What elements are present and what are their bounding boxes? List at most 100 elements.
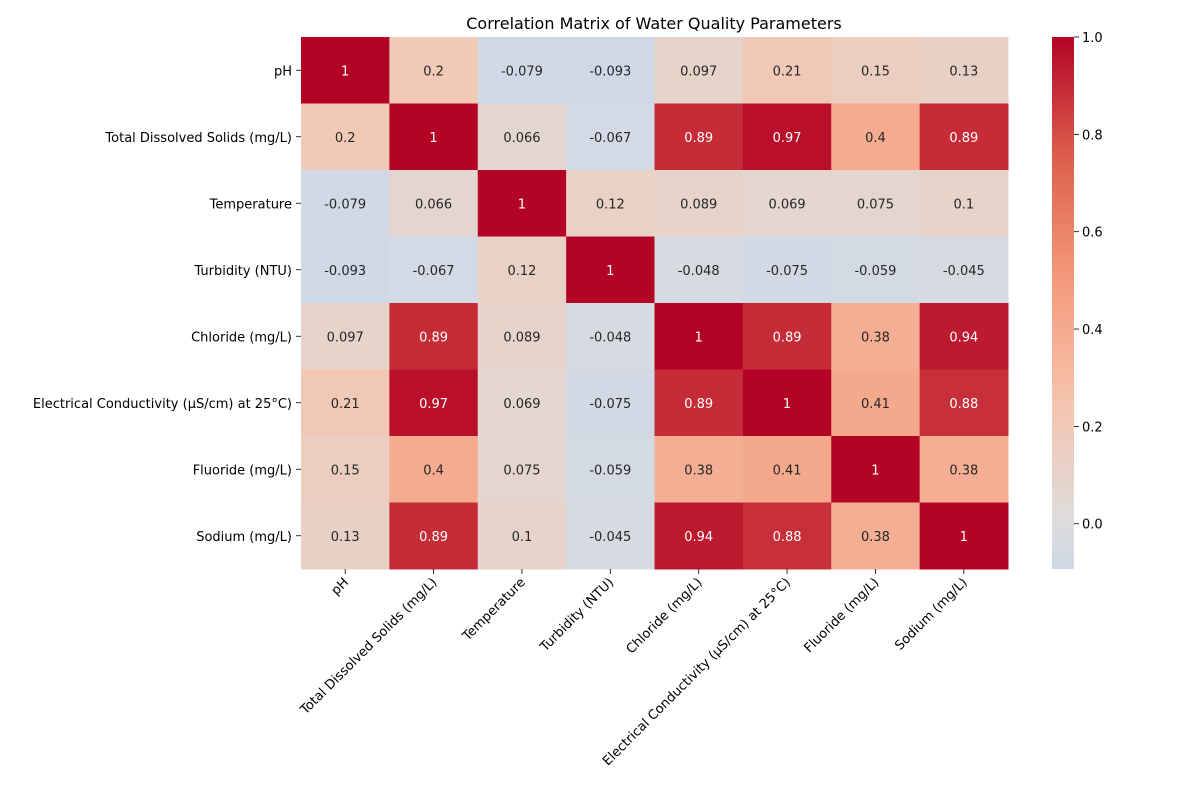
colorbar-tick-label: 0.0: [1082, 518, 1103, 533]
colorbar-tick-label: 0.4: [1082, 323, 1103, 338]
heatmap-cell: [654, 103, 744, 171]
heatmap-cell: [831, 103, 921, 171]
cell-value-label: 0.89: [684, 131, 713, 146]
heatmap-cell: [389, 436, 479, 503]
colorbar-tick-label: 1.0: [1082, 31, 1103, 46]
cell-value-label: 0.075: [857, 197, 894, 212]
cell-value-label: 0.13: [949, 64, 978, 79]
x-tick-label: pH: [329, 575, 352, 598]
cell-value-label: 1: [429, 131, 437, 146]
cell-value-label: 0.097: [680, 64, 717, 79]
cell-value-label: 0.089: [503, 330, 540, 345]
y-tick-label: Temperature: [209, 197, 292, 212]
heatmap-cell: [742, 303, 832, 370]
cell-value-label: 0.89: [773, 330, 802, 345]
heatmap-cell: [389, 236, 479, 304]
cell-value-label: 1: [518, 197, 526, 212]
colorbar: [1052, 37, 1074, 569]
cell-value-label: -0.093: [324, 264, 366, 279]
cell-value-label: -0.045: [943, 264, 985, 279]
cell-value-label: 0.066: [415, 197, 452, 212]
heatmap-cell: [654, 170, 744, 237]
cell-value-label: 0.21: [773, 64, 802, 79]
y-tick-label: Electrical Conductivity (µS/cm) at 25°C): [33, 397, 292, 412]
chart-title: Correlation Matrix of Water Quality Para…: [466, 14, 842, 33]
cell-value-label: 0.88: [773, 530, 802, 545]
x-tick-label: Electrical Conductivity (µS/cm) at 25°C): [600, 575, 794, 769]
cell-value-label: 0.38: [949, 463, 978, 478]
heatmap-cell: [301, 436, 390, 503]
heatmap-cell: [301, 369, 390, 437]
heatmap-cell: [654, 236, 744, 304]
heatmap-cell: [301, 236, 390, 304]
cell-value-label: 0.94: [949, 330, 978, 345]
heatmap-cell: [477, 303, 567, 370]
cell-value-label: -0.079: [324, 197, 366, 212]
y-axis-labels: pH Total Dissolved Solids (mg/L) Temperatu…: [33, 64, 301, 545]
x-tick-label: Turbidity (NTU): [537, 575, 617, 655]
y-tick-label: Turbidity (NTU): [193, 264, 292, 279]
heatmap-cell: [566, 436, 655, 503]
cell-value-label: 0.38: [684, 463, 713, 478]
heatmap-cell: [742, 369, 832, 437]
cell-value-label: 0.15: [331, 463, 360, 478]
cell-value-label: -0.048: [589, 330, 631, 345]
heatmap-cell: [477, 37, 567, 104]
heatmap-cell: [301, 303, 390, 370]
cell-value-label: 0.13: [331, 530, 360, 545]
cell-value-label: 0.089: [680, 197, 717, 212]
heatmap-cell: [477, 103, 567, 171]
cell-value-label: 0.97: [773, 131, 802, 146]
heatmap-cell: [389, 37, 479, 104]
colorbar-tick-label: 0.8: [1082, 128, 1103, 143]
heatmap-cell: [477, 170, 567, 237]
heatmap-cell: [389, 170, 479, 237]
cell-value-label: 0.21: [331, 397, 360, 412]
heatmap-cell: [654, 502, 744, 570]
heatmap-cell: [566, 236, 655, 304]
heatmap-cell: [831, 369, 921, 437]
heatmap-cell: [566, 170, 655, 237]
heatmap-cell: [831, 436, 921, 503]
y-tick-label: pH: [274, 64, 292, 79]
cell-value-label: 0.1: [512, 530, 533, 545]
cell-value-label: 1: [960, 530, 968, 545]
heatmap-cell: [566, 37, 655, 104]
cell-value-label: 0.15: [861, 64, 890, 79]
heatmap-cell: [389, 103, 479, 171]
heatmap-cell: [566, 502, 655, 570]
cell-value-label: 0.12: [507, 264, 536, 279]
heatmap-cells: 1 0.2 -0.079 -0.093 0.097 0.21 0.15 0.130.2 1 0.0…: [301, 37, 1009, 570]
cell-value-label: 0.2: [423, 64, 444, 79]
cell-value-label: 1: [783, 397, 791, 412]
cell-value-label: 0.4: [865, 131, 886, 146]
heatmap-cell: [477, 502, 567, 570]
heatmap-cell: [301, 170, 390, 237]
y-tick-label: Sodium (mg/L): [196, 530, 292, 545]
cell-value-label: 0.41: [861, 397, 890, 412]
heatmap-cell: [919, 236, 1009, 304]
cell-value-label: -0.059: [854, 264, 896, 279]
cell-value-label: 1: [606, 264, 614, 279]
cell-value-label: -0.059: [589, 463, 631, 478]
heatmap-cell: [831, 502, 921, 570]
heatmap-cell: [919, 436, 1009, 503]
x-tick-label: Chloride (mg/L): [624, 575, 706, 657]
cell-value-label: 0.89: [949, 131, 978, 146]
colorbar-ticks: 0.0 0.2 0.4 0.6 0.8 1.0: [1074, 31, 1103, 533]
heatmap-cell: [742, 502, 832, 570]
heatmap-cell: [919, 170, 1009, 237]
heatmap-cell: [477, 436, 567, 503]
colorbar-tick-label: 0.6: [1082, 226, 1103, 241]
heatmap-cell: [919, 37, 1009, 104]
cell-value-label: 0.2: [335, 131, 356, 146]
cell-value-label: 0.88: [949, 397, 978, 412]
cell-value-label: 1: [871, 463, 879, 478]
heatmap-cell: [566, 103, 655, 171]
cell-value-label: -0.075: [589, 397, 631, 412]
cell-value-label: 0.38: [861, 530, 890, 545]
heatmap-cell: [654, 303, 744, 370]
cell-value-label: 0.97: [419, 397, 448, 412]
